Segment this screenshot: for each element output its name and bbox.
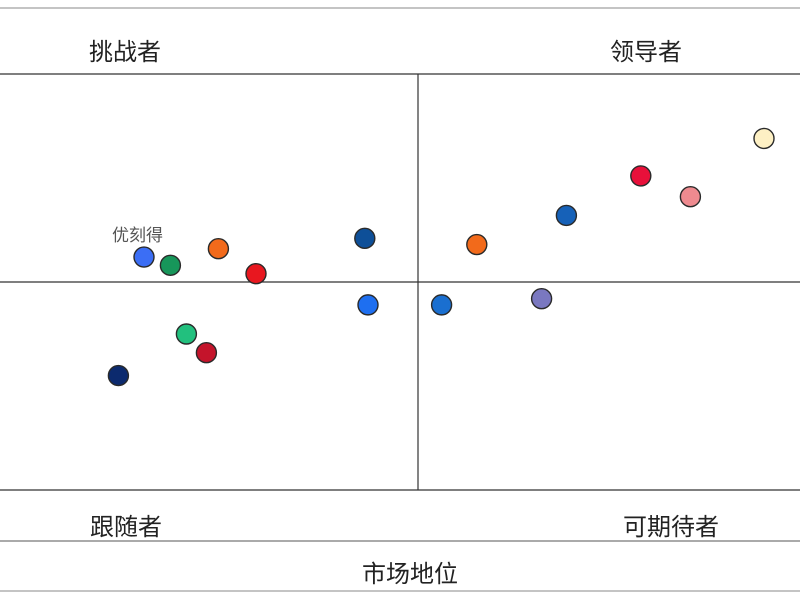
scatter-point-15 — [679, 186, 702, 208]
quadrant-label-top-right: 领导者 — [610, 38, 682, 66]
scatter-point-2 — [159, 254, 182, 277]
quadrant-label-top-left: 挑战者 — [89, 38, 161, 66]
data-points-group: 优刻得 — [107, 127, 775, 387]
scatter-point-9 — [107, 364, 130, 387]
scatter-point-1 — [133, 246, 155, 268]
scatter-point-12 — [530, 287, 553, 310]
point-label-1: 优刻得 — [112, 226, 163, 246]
scatter-point-6 — [357, 294, 379, 316]
scatter-point-13 — [555, 204, 578, 227]
scatter-point-11 — [466, 233, 488, 256]
scatter-point-8 — [195, 342, 218, 364]
scatter-point-7 — [175, 323, 198, 345]
scatter-point-10 — [430, 294, 453, 316]
scatter-point-14 — [630, 165, 652, 187]
scatter-point-3 — [207, 238, 230, 260]
quadrant-label-bottom-left: 跟随者 — [90, 513, 162, 541]
scatter-point-5 — [354, 227, 376, 250]
scatter-point-16 — [753, 127, 775, 150]
quadrant-label-bottom-right: 可期待者 — [623, 513, 719, 541]
scatter-point-4 — [245, 262, 267, 285]
x-axis-label: 市场地位 — [362, 560, 458, 588]
